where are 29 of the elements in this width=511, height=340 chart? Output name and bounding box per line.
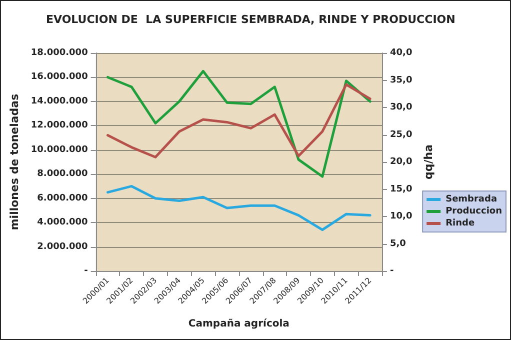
y-tick-label: 14.000.000 <box>30 96 88 106</box>
y2-tick-label: 30,0 <box>390 102 412 112</box>
y-tick-label: 4.000.000 <box>37 218 88 228</box>
y2-tick-label: 15,0 <box>390 184 412 194</box>
legend-label: Rinde <box>446 218 475 228</box>
legend-label: Sembrada <box>446 194 498 204</box>
x-axis-title: Campaña agrícola <box>188 318 290 330</box>
chart-title: EVOLUCION DE LA SUPERFICIE SEMBRADA, RINDE Y PRODUCCION <box>46 13 456 26</box>
y2-tick-label: - <box>390 266 394 276</box>
y2-tick-label: 5,0 <box>390 238 406 249</box>
y-tick-label: 8.000.000 <box>37 169 88 180</box>
y-tick-label: 12.000.000 <box>30 120 88 131</box>
y-tick-label: 2.000.000 <box>37 242 88 252</box>
line-series <box>106 83 372 158</box>
line-series <box>106 184 372 232</box>
line-series <box>106 70 372 178</box>
y2-tick-label: 10,0 <box>390 212 412 222</box>
y-tick-label: 16.000.000 <box>30 72 88 82</box>
y-axis-title: millones de toneladas <box>8 93 21 230</box>
legend-label: Produccion <box>446 206 502 216</box>
y2-tick-label: 40,0 <box>390 48 412 58</box>
y-tick-label: 10.000.000 <box>30 144 88 155</box>
y2-tick-label: 20,0 <box>390 157 412 167</box>
y-tick-label: - <box>84 266 88 276</box>
y-tick-label: 6.000.000 <box>37 193 88 204</box>
y2-tick-label: 25,0 <box>390 130 412 140</box>
y2-axis-title: qq/ha <box>422 144 436 180</box>
y-tick-label: 18.000.000 <box>30 48 88 58</box>
y2-tick-label: 35,0 <box>390 75 412 86</box>
